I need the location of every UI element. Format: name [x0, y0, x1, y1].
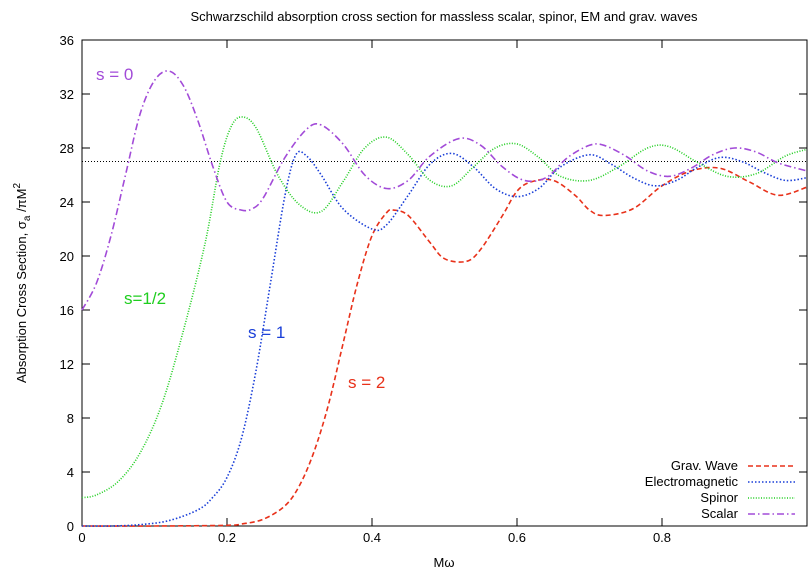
y-tick-label: 12 [60, 357, 74, 372]
plot-frame [81, 39, 808, 527]
series-annotations: s = 2 s = 1 s=1/2 s = 0 [96, 65, 385, 392]
x-axis-label: Mω [434, 555, 455, 570]
chart-title: Schwarzschild absorption cross section f… [191, 9, 698, 24]
y-axis-label-prefix: Absorption Cross Section, σ [14, 221, 29, 383]
series-annotation-spinor: s=1/2 [124, 289, 166, 308]
series-line-grav-wave [81, 166, 808, 527]
series-layer [81, 70, 808, 527]
x-tick-label: 0.8 [653, 530, 671, 545]
legend-label-spinor: Spinor [700, 490, 738, 505]
y-tick-label: 16 [60, 303, 74, 318]
legend-label-scalar: Scalar [701, 506, 739, 521]
y-axis-label: Absorption Cross Section, σa /πM2 [12, 183, 33, 384]
y-tick-label: 4 [67, 465, 74, 480]
x-tick-label: 0 [78, 530, 85, 545]
axis-ticks: 0 0.2 0.4 0.6 0.8 0 4 8 12 16 20 24 28 32 36 [60, 33, 807, 545]
legend-label-electromagnetic: Electromagnetic [645, 474, 739, 489]
legend-label-grav-wave: Grav. Wave [671, 458, 738, 473]
series-line-spinor [81, 116, 808, 499]
y-tick-label: 28 [60, 141, 74, 156]
series-annotation-electromagnetic: s = 1 [248, 323, 285, 342]
x-tick-label: 0.4 [363, 530, 381, 545]
y-tick-label: 36 [60, 33, 74, 48]
y-axis-label-mid: /πM [14, 189, 29, 216]
y-axis-label-sub: a [22, 215, 33, 221]
series-line-scalar [81, 70, 808, 311]
x-tick-label: 0.2 [218, 530, 236, 545]
y-tick-label: 24 [60, 195, 74, 210]
y-tick-label: 8 [67, 411, 74, 426]
series-annotation-scalar: s = 0 [96, 65, 133, 84]
y-tick-label: 0 [67, 519, 74, 534]
series-line-electromagnetic [81, 150, 808, 527]
series-annotation-grav-wave: s = 2 [348, 373, 385, 392]
y-axis-label-sup: 2 [12, 183, 23, 189]
y-tick-label: 20 [60, 249, 74, 264]
y-tick-label: 32 [60, 87, 74, 102]
x-tick-label: 0.6 [508, 530, 526, 545]
